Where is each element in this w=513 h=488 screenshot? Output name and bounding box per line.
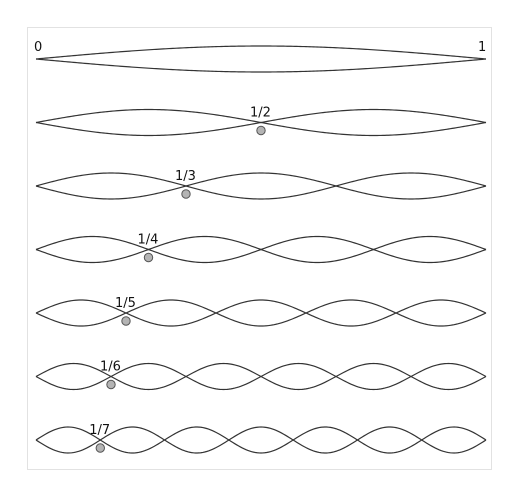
mode-6-node-dot	[106, 379, 116, 390]
start-label: 0	[34, 40, 42, 55]
mode-5-node-dot	[121, 316, 131, 326]
mode-5-node-label: 1/5	[115, 296, 136, 311]
mode-3-lower-curve	[35, 172, 487, 200]
mode-6: 1/6	[35, 360, 487, 391]
mode-2: 1/2	[35, 106, 487, 137]
mode-7-node-label: 1/7	[89, 423, 110, 438]
modes-layer: 1/2 1/3 1/4 1/5 1/6 1/7	[35, 45, 487, 454]
mode-2-node-label: 1/2	[250, 106, 271, 121]
mode-4-lower-curve	[35, 235, 487, 264]
mode-1-lower-curve	[35, 45, 487, 60]
mode-3: 1/3	[35, 169, 487, 200]
mode-4-node-label: 1/4	[138, 233, 159, 248]
mode-7-upper-curve	[35, 426, 487, 454]
mode-7: 1/7	[35, 423, 487, 454]
mode-3-node-label: 1/3	[175, 169, 196, 184]
mode-7-node-dot	[95, 443, 105, 453]
end-label: 1	[478, 40, 486, 55]
mode-3-upper-curve	[35, 172, 487, 200]
mode-1	[35, 45, 487, 73]
mode-5-lower-curve	[35, 299, 487, 327]
mode-4: 1/4	[35, 233, 487, 264]
mode-5: 1/5	[35, 296, 487, 327]
mode-7-lower-curve	[35, 426, 487, 454]
mode-1-upper-curve	[35, 58, 487, 73]
mode-4-node-dot	[143, 252, 154, 263]
mode-3-node-dot	[181, 189, 191, 199]
mode-6-lower-curve	[35, 362, 487, 391]
mode-5-upper-curve	[35, 299, 487, 327]
mode-6-node-label: 1/6	[100, 360, 121, 375]
mode-2-node-dot	[256, 125, 266, 136]
mode-2-lower-curve	[35, 108, 487, 137]
